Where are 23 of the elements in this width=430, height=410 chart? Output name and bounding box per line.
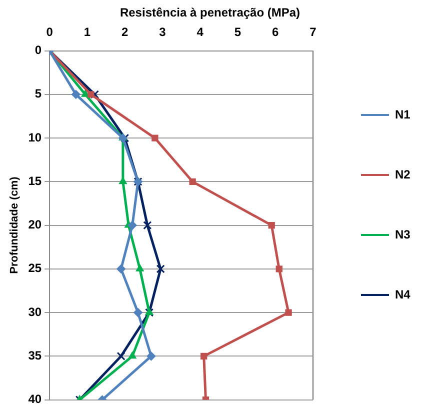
y-tick-label: 15 xyxy=(28,174,42,188)
y-axis-title: Profundidade (cm) xyxy=(8,176,21,274)
legend-label: N2 xyxy=(395,167,411,182)
y-tick-label: 0 xyxy=(34,43,42,58)
x-tick-label: 4 xyxy=(196,24,204,39)
legend-label: N3 xyxy=(395,227,411,242)
y-tick-label: 35 xyxy=(28,348,42,362)
y-tick-label: 10 xyxy=(28,130,42,144)
y-tick-label: 30 xyxy=(28,304,42,319)
legend-label: N4 xyxy=(395,287,411,302)
y-tick-label: 20 xyxy=(28,218,42,232)
x-tick-label: 2 xyxy=(121,24,128,39)
y-tick-label: 40 xyxy=(28,392,42,406)
x-tick-label: 0 xyxy=(46,24,54,39)
legend-label: N1 xyxy=(395,107,411,122)
x-tick-label: 3 xyxy=(159,24,166,39)
y-tick-label: 5 xyxy=(34,86,42,101)
x-tick-label: 6 xyxy=(272,24,280,39)
x-tick-label: 1 xyxy=(84,24,91,39)
x-tick-label: 5 xyxy=(234,24,242,39)
x-tick-label: 7 xyxy=(310,24,317,39)
y-tick-label: 25 xyxy=(28,261,42,276)
chart-title: Resistência à penetração (MPa) xyxy=(120,6,300,20)
